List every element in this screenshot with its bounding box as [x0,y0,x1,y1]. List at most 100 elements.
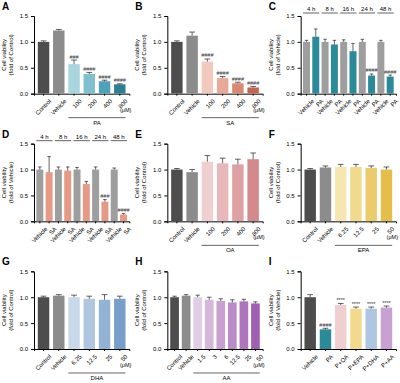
bar [99,81,110,93]
x-tick: 25 [104,349,113,363]
y-tick-mark [298,144,301,145]
error-bar [305,40,308,42]
x-tick: 200 [220,94,232,110]
x-tick: 12.5 [86,349,99,366]
error-cap [205,155,211,156]
error-bar [75,167,78,169]
error-cap [71,60,77,61]
x-tick: 100 [205,94,217,110]
bar [38,297,49,349]
bar [320,329,331,349]
error-cap [242,299,246,300]
error-bar [351,43,354,51]
bar [171,42,182,94]
x-tick: 6.25 [337,221,350,238]
x-axis-line [168,350,263,352]
bar [83,184,90,221]
error-stem [104,295,105,300]
error-bar [307,169,313,170]
group-bracket [340,13,356,14]
x-tick: Vehicle [50,349,68,371]
x-tick-label: Vehicle [183,225,201,243]
error-bar [379,40,382,42]
panel: B0.00.51.01.5ControlVehicle100200400800C… [134,1,264,126]
y-tick: 0.5 [286,65,300,71]
x-tick: 100 [205,221,217,237]
error-stem [386,167,387,170]
bar [92,170,99,222]
error-bar [56,295,62,296]
significance: #### [201,52,214,58]
x-tick: Vehicle [372,94,390,116]
x-axis: VehicleSAVehicleSAVehicleSAVehicleSAVehi… [31,221,133,243]
error-stem [95,167,96,170]
y-tick-label: 0.5 [20,193,29,199]
error-cap [305,40,308,41]
y-axis-title-line: (fold of Vehicle) [8,162,14,203]
y-axis-title-line: Cell viability [134,167,140,199]
y-tick: 1.5 [153,269,167,275]
x-tick-label: Vehicle [316,98,334,116]
y-tick: 0.0 [153,346,167,352]
x-tick-label: Control [168,226,186,244]
plot: 0.00.51.01.5ControlVehicle6.2512.52550Ce… [1,269,131,381]
x-tick-mark [114,221,115,223]
x-tick-mark [362,94,363,96]
y-tick-label: 1.0 [286,295,295,301]
y-tick: 1.0 [20,167,34,173]
error-bar [384,306,390,308]
bar [335,167,346,221]
y-tick-mark [298,297,301,298]
x-axis: ControlVehicle100200400800 [168,94,263,116]
panel: E0.00.51.01.5ControlVehicle100200400800C… [134,129,264,254]
x-tick-label: 100 [205,225,217,237]
x-tick: Vehicle [353,94,371,116]
significance: #### [232,76,245,82]
error-bar [342,40,345,42]
error-cap [342,39,345,40]
error-cap [205,58,211,59]
y-axis-title-line: Cell viability [268,167,274,199]
panel-label: B [135,1,142,12]
significance: #### [83,66,96,72]
y-axis-title-line: (fold of Vehicle) [275,289,281,330]
x-tick-mark [220,349,221,351]
error-cap [172,296,176,297]
y-tick-mark [298,323,301,324]
significance: ### [100,193,110,199]
error-bar [86,296,92,299]
bars [38,29,126,93]
bar [381,170,392,222]
x-tick: 3 [209,349,218,360]
group-label: 16 h [76,134,88,140]
x-tick-label: 6.25 [337,225,350,238]
x-tick-mark [186,349,187,351]
x-tick: PA [325,349,335,363]
significance: **** [336,297,345,303]
significance: #### [217,70,230,76]
bars [304,164,392,221]
error-bar [253,302,257,304]
x-tick-label: Vehicle [297,98,315,116]
error-stem [310,295,311,298]
group-label: 24 h [361,6,373,12]
error-bar [174,169,180,170]
x-tick-label: Vehicle [183,98,201,116]
error-stem [89,296,90,299]
x-tick-label: PA [389,98,399,108]
error-stem [334,40,335,44]
x-tick-label: 6.25 [70,353,83,366]
x-tick: Vehicle [49,221,67,243]
group-bracket [92,140,108,141]
y-tick: 0.0 [286,219,300,225]
x-tick: 400 [235,94,247,110]
x-tick-label: Vehicle [50,353,68,371]
error-bar [230,300,234,303]
y-tick-label: 1.0 [286,167,295,173]
panel: D0.00.51.01.5VehicleSAVehicleSAVehicleSA… [1,129,132,244]
error-cap [174,40,180,41]
panel-label: D [2,129,9,140]
error-bar [250,153,256,159]
error-cap [250,152,256,153]
x-unit: (μM) [387,234,399,240]
